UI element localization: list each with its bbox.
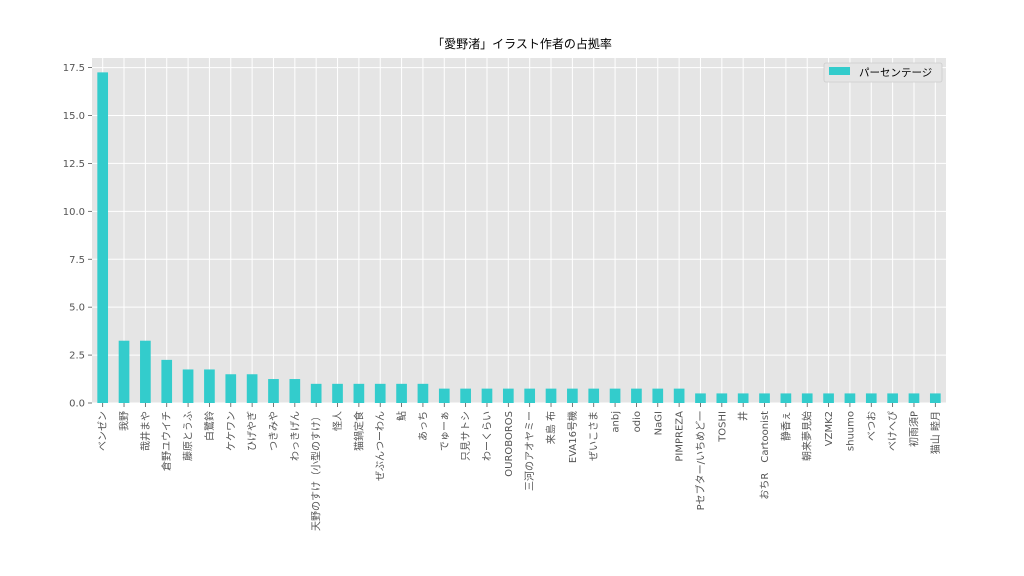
x-tick-label: 初雨須P — [907, 411, 920, 447]
x-tick-label: shuumo — [845, 411, 856, 451]
bars — [97, 72, 941, 403]
y-tick-label: 0.0 — [69, 399, 85, 410]
bar — [396, 383, 407, 403]
x-tick-label: Pセブター/いちめど一 — [694, 411, 707, 510]
y-tick-label: 10.0 — [63, 207, 85, 218]
bar — [737, 393, 749, 403]
x-axis: ベンゼン 我野 哉井まや 倉野ユウイチ 藤原とうふ 白鷺鈴 ケケワン ひげやぎ つきみや わっきげ… — [97, 403, 942, 531]
x-tick-label: つきみや — [268, 411, 280, 451]
bar — [481, 388, 493, 403]
bar — [460, 388, 471, 403]
x-tick-label: anbj — [611, 411, 622, 433]
x-tick-label: 三河のアオヤミー — [524, 411, 536, 491]
bar — [780, 393, 792, 403]
bar — [567, 388, 578, 403]
legend-label: パーセンテージ — [859, 67, 932, 79]
bar — [631, 388, 642, 403]
x-tick-label: あっち — [417, 411, 429, 441]
bar — [289, 379, 301, 403]
x-tick-label: OUROBOROS — [504, 411, 515, 477]
bar — [225, 374, 237, 403]
x-tick-label: ケケワン — [225, 411, 237, 451]
x-tick-label: ぜぶんつーわん — [375, 411, 387, 481]
bar — [801, 393, 813, 403]
bar — [759, 393, 770, 403]
bar — [716, 393, 728, 403]
bar — [502, 388, 514, 403]
bar — [97, 72, 109, 403]
x-tick-label: おちR Cartoonist — [759, 411, 771, 500]
x-tick-label: 倉野ユウイチ — [160, 411, 173, 471]
x-tick-label: PIMPREZA — [675, 411, 686, 462]
bar — [118, 340, 130, 403]
x-tick-label: 天野のすけ（小型のすけ） — [310, 411, 323, 531]
x-tick-label: でゅーぁ — [440, 411, 451, 451]
grid-lines — [92, 58, 946, 404]
x-tick-label: 我野 — [119, 411, 131, 431]
bar — [246, 374, 258, 403]
legend-box — [823, 62, 943, 83]
x-tick-label: べけへぴ — [887, 411, 899, 451]
y-tick-label: 12.5 — [63, 159, 85, 170]
x-tick-label: 猫鍋定食 — [352, 411, 365, 451]
x-tick-label: TOSHI — [717, 411, 728, 443]
x-tick-label: 井 — [737, 411, 750, 421]
bar — [823, 393, 834, 403]
bar — [310, 383, 322, 403]
bar — [268, 379, 279, 403]
x-tick-label: 静香ぇ — [779, 411, 792, 441]
y-tick-label: 5.0 — [69, 303, 85, 314]
x-tick-label: 鮎 — [395, 411, 408, 421]
y-tick-label: 7.5 — [69, 255, 85, 266]
bar — [929, 393, 941, 403]
x-tick-label: 藤原とうふ — [183, 411, 195, 461]
bar — [673, 388, 685, 403]
x-tick-label: 只見サトシ — [460, 411, 472, 461]
y-tick-label: 2.5 — [69, 351, 85, 362]
bar — [609, 388, 621, 403]
bar — [332, 383, 343, 403]
y-tick-label: 17.5 — [63, 63, 85, 74]
x-tick-label: わーくらい — [481, 411, 493, 461]
x-tick-label: 朝来夢見始 — [801, 411, 814, 461]
bar — [374, 383, 386, 403]
bar — [545, 388, 557, 403]
bar — [161, 359, 173, 403]
x-tick-label: 白鷺鈴 — [203, 411, 216, 441]
x-tick-label: 哉井まや — [139, 411, 152, 451]
bar — [417, 383, 429, 403]
chart-title: 「愛野渚」イラスト作者の占拠率 — [432, 36, 612, 51]
plot-area — [92, 58, 946, 403]
bar — [695, 393, 706, 403]
bar — [865, 393, 877, 403]
bar — [652, 388, 664, 403]
legend: パーセンテージ — [823, 62, 943, 83]
x-tick-label: NaGI — [653, 411, 664, 435]
x-tick-label: ぜいこさま — [588, 411, 600, 461]
x-tick-label: わっきげん — [289, 411, 301, 461]
bar — [588, 388, 600, 403]
x-tick-label: ひげやぎ — [246, 411, 259, 451]
x-tick-label: EVA16号機 — [566, 411, 579, 463]
x-tick-label: ベンゼン — [97, 411, 109, 451]
y-tick-label: 15.0 — [63, 111, 85, 122]
bar — [908, 393, 920, 403]
bar — [844, 393, 856, 403]
x-tick-label: べつお — [866, 411, 878, 441]
bar — [887, 393, 898, 403]
bar — [524, 388, 536, 403]
x-tick-label: 猫山 睦月 — [929, 411, 942, 454]
x-tick-label: 来島 布 — [545, 411, 558, 444]
bar — [438, 388, 450, 403]
x-tick-label: 怪人 — [331, 411, 344, 431]
y-axis: 0.0 2.5 5.0 7.5 10.0 12.5 15.0 17.5 — [63, 63, 92, 410]
x-tick-label: VZMK2 — [824, 411, 835, 446]
bar — [204, 369, 215, 403]
bar — [353, 383, 365, 403]
x-tick-label: odio — [632, 411, 643, 432]
bar — [182, 369, 194, 403]
legend-swatch — [829, 67, 850, 75]
bar — [140, 340, 151, 403]
